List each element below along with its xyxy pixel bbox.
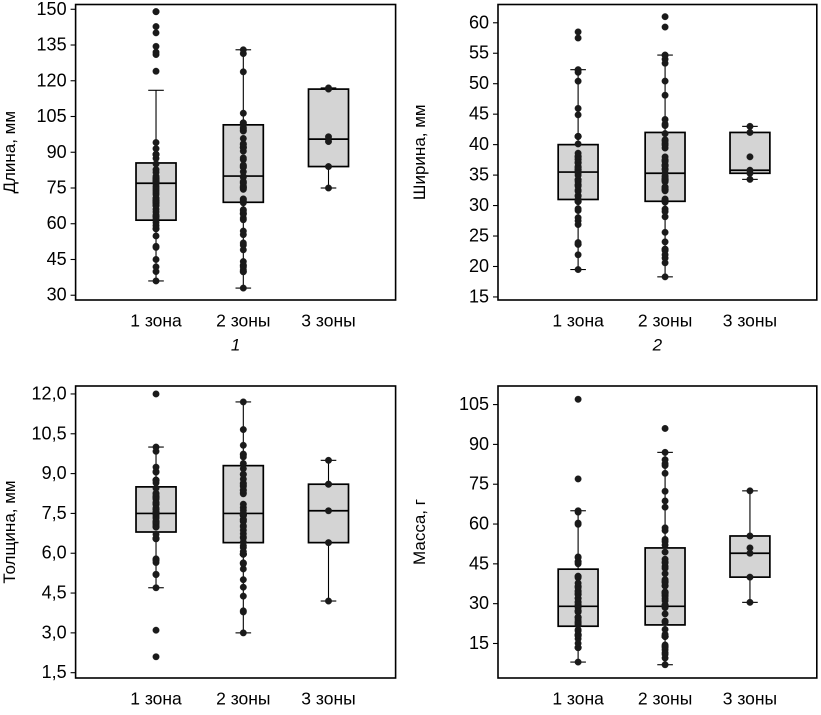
svg-text:1,5: 1,5 — [42, 662, 67, 682]
svg-text:3,0: 3,0 — [42, 622, 67, 642]
svg-text:50: 50 — [469, 73, 489, 93]
svg-text:75: 75 — [469, 474, 489, 494]
svg-text:3 зоны: 3 зоны — [723, 311, 777, 331]
svg-text:30: 30 — [469, 195, 489, 215]
svg-text:7,5: 7,5 — [42, 503, 67, 523]
svg-text:4,5: 4,5 — [42, 583, 67, 603]
svg-text:Ширина, мм: Ширина, мм — [410, 104, 429, 200]
svg-text:1 зона: 1 зона — [130, 311, 182, 331]
svg-text:10,5: 10,5 — [32, 423, 67, 443]
svg-text:2 зоны: 2 зоны — [216, 689, 270, 709]
svg-text:45: 45 — [469, 553, 489, 573]
svg-text:1 зона: 1 зона — [552, 311, 604, 331]
svg-text:75: 75 — [47, 178, 67, 198]
svg-text:60: 60 — [47, 213, 67, 233]
svg-text:6,0: 6,0 — [42, 543, 67, 563]
svg-text:55: 55 — [469, 43, 489, 63]
svg-text:45: 45 — [47, 249, 67, 269]
svg-text:1 зона: 1 зона — [552, 689, 604, 709]
svg-text:150: 150 — [37, 0, 67, 19]
svg-text:35: 35 — [469, 165, 489, 185]
svg-text:135: 135 — [37, 35, 67, 55]
svg-text:2 зоны: 2 зоны — [638, 689, 692, 709]
svg-text:60: 60 — [469, 514, 489, 534]
svg-text:60: 60 — [469, 12, 489, 32]
svg-text:25: 25 — [469, 226, 489, 246]
svg-text:40: 40 — [469, 134, 489, 154]
svg-text:30: 30 — [469, 593, 489, 613]
svg-text:2: 2 — [652, 336, 663, 355]
svg-text:15: 15 — [469, 633, 489, 653]
svg-text:9,0: 9,0 — [42, 463, 67, 483]
svg-text:Длина, мм: Длина, мм — [0, 111, 19, 194]
svg-text:3 зоны: 3 зоны — [301, 311, 355, 331]
svg-text:Масса, г: Масса, г — [410, 499, 429, 565]
svg-text:15: 15 — [469, 286, 489, 306]
svg-text:2 зоны: 2 зоны — [216, 311, 270, 331]
svg-text:105: 105 — [37, 106, 67, 126]
svg-text:1 зона: 1 зона — [130, 689, 182, 709]
svg-text:1: 1 — [231, 336, 240, 355]
svg-text:3 зоны: 3 зоны — [723, 689, 777, 709]
svg-text:45: 45 — [469, 104, 489, 124]
svg-text:90: 90 — [47, 142, 67, 162]
svg-text:12,0: 12,0 — [32, 383, 67, 403]
svg-text:105: 105 — [459, 394, 489, 414]
svg-text:3 зоны: 3 зоны — [301, 689, 355, 709]
svg-text:Толщина, мм: Толщина, мм — [0, 480, 19, 583]
svg-text:30: 30 — [47, 285, 67, 305]
svg-text:2 зоны: 2 зоны — [638, 311, 692, 331]
svg-text:20: 20 — [469, 256, 489, 276]
svg-text:90: 90 — [469, 434, 489, 454]
svg-text:120: 120 — [37, 70, 67, 90]
